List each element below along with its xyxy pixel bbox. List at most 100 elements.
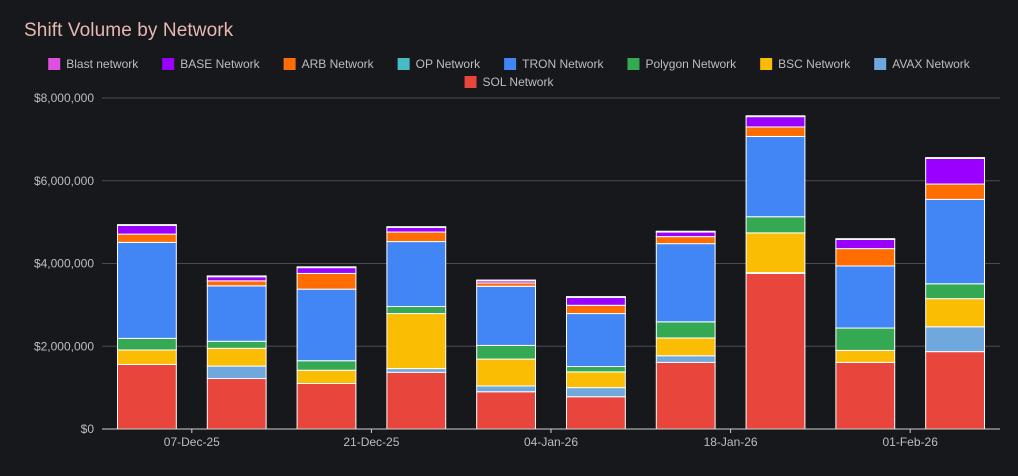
- x-tick-label: 07-Dec-25: [164, 435, 220, 449]
- bar-segment-base-network: [655, 231, 716, 238]
- bar-segment-arb-network: [116, 233, 177, 243]
- bar-segment-bsc-network: [386, 313, 447, 370]
- bar-segment-bsc-network: [296, 369, 357, 384]
- bar-segment-sol-network: [655, 361, 716, 430]
- bar-segment-arb-network: [206, 280, 267, 287]
- bar-segment-base-network: [925, 157, 986, 185]
- bar-segment-polygon-network: [565, 366, 626, 373]
- bar-segment-arb-network: [835, 248, 896, 267]
- bar-segment-tron-network: [655, 243, 716, 323]
- x-tick-label: 01-Feb-26: [883, 435, 939, 449]
- bar-segment-base-network: [745, 116, 806, 128]
- legend-swatch-polygon-network: [627, 58, 640, 70]
- bar-segment-sol-network: [745, 272, 806, 430]
- legend-swatch-base-network: [162, 58, 175, 70]
- bar-segment-avax-network: [386, 368, 447, 373]
- x-tick-label: 04-Jan-26: [524, 435, 578, 449]
- bar-segment-bsc-network: [835, 349, 896, 363]
- bar-segment-bsc-network: [925, 298, 986, 328]
- bar-segment-arb-network: [296, 272, 357, 290]
- bar-segment-blast-network: [745, 115, 806, 118]
- bar-segment-blast-network: [476, 279, 537, 282]
- bar-segment-bsc-network: [565, 371, 626, 389]
- bar-segment-arb-network: [655, 236, 716, 245]
- bar-segment-polygon-network: [655, 321, 716, 339]
- legend-label-bsc-network: BSC Network: [778, 57, 851, 71]
- bar-segment-blast-network: [116, 224, 177, 226]
- bar-segment-polygon-network: [386, 306, 447, 315]
- bar-segment-tron-network: [206, 285, 267, 342]
- bar-segment-arb-network: [565, 304, 626, 315]
- bar-segment-base-network: [116, 224, 177, 235]
- bar-segment-base-network: [835, 239, 896, 250]
- legend-label-sol-network: SOL Network: [483, 75, 555, 89]
- bar-segment-blast-network: [386, 226, 447, 229]
- legend-swatch-arb-network: [283, 58, 296, 70]
- legend-label-op-network: OP Network: [416, 57, 481, 71]
- legend-label-blast-network: Blast network: [66, 57, 139, 71]
- bar-segment-tron-network: [116, 241, 177, 339]
- bar-segment-polygon-network: [206, 340, 267, 349]
- bar-segment-sol-network: [925, 351, 986, 430]
- bar-segment-polygon-network: [925, 283, 986, 300]
- y-tick-label: $6,000,000: [34, 174, 94, 188]
- bar-segment-bsc-network: [116, 349, 177, 365]
- bar-segment-polygon-network: [116, 337, 177, 351]
- bar-segment-polygon-network: [745, 216, 806, 234]
- legend-label-tron-network: TRON Network: [522, 57, 604, 71]
- y-tick-label: $0: [81, 422, 95, 436]
- bar-segment-avax-network: [565, 387, 626, 398]
- bar-segment-blast-network: [206, 275, 267, 278]
- bar-segment-bsc-network: [655, 337, 716, 357]
- legend: Blast network BASE Network ARB Network OP N…: [48, 57, 971, 89]
- legend-swatch-tron-network: [504, 58, 517, 70]
- x-tick-label: 21-Dec-25: [343, 435, 399, 449]
- legend-swatch-op-network: [397, 58, 410, 70]
- bar-segment-sol-network: [565, 396, 626, 430]
- axes: $0 $2,000,000 $4,000,000 $6,000,000 $8,000,0…: [34, 91, 1000, 449]
- bar-segment-blast-network: [655, 230, 716, 233]
- bar-segment-base-network: [565, 296, 626, 306]
- legend-label-polygon-network: Polygon Network: [645, 57, 737, 71]
- y-tick-label: $4,000,000: [34, 257, 94, 271]
- bar-segment-avax-network: [655, 355, 716, 363]
- bar-segment-bsc-network: [476, 358, 537, 387]
- bar-segment-sol-network: [206, 378, 267, 430]
- bar-segment-blast-network: [925, 157, 986, 159]
- bar-segment-arb-network: [745, 126, 806, 137]
- bar-segment-blast-network: [565, 296, 626, 298]
- bar-segment-bsc-network: [206, 347, 267, 367]
- bar-segment-polygon-network: [296, 360, 357, 371]
- bar-segment-tron-network: [835, 265, 896, 329]
- y-tick-label: $8,000,000: [34, 91, 94, 105]
- x-tick-label: 18-Jan-26: [704, 435, 758, 449]
- legend-label-arb-network: ARB Network: [302, 57, 375, 71]
- legend-swatch-avax-network: [874, 58, 887, 70]
- bar-segment-tron-network: [745, 135, 806, 218]
- chart-title: Shift Volume by Network: [24, 20, 234, 41]
- legend-swatch-sol-network: [464, 76, 477, 88]
- legend-label-base-network: BASE Network: [180, 57, 260, 71]
- legend-swatch-blast-network: [48, 58, 61, 70]
- bar-segment-base-network: [206, 276, 267, 282]
- bar-segment-tron-network: [386, 241, 447, 308]
- legend-swatch-bsc-network: [760, 58, 773, 70]
- bars: [116, 115, 986, 430]
- bar-segment-base-network: [296, 267, 357, 274]
- bar-segment-tron-network: [476, 285, 537, 346]
- y-tick-label: $2,000,000: [34, 339, 94, 353]
- bar-segment-arb-network: [925, 183, 986, 200]
- bar-segment-sol-network: [835, 361, 896, 430]
- bar-segment-sol-network: [296, 382, 357, 430]
- bar-segment-sol-network: [116, 363, 177, 430]
- bar-segment-tron-network: [565, 313, 626, 368]
- bar-segment-polygon-network: [476, 344, 537, 360]
- bar-segment-avax-network: [925, 326, 986, 353]
- bar-segment-tron-network: [296, 288, 357, 362]
- bar-segment-blast-network: [296, 266, 357, 269]
- bar-segment-avax-network: [476, 385, 537, 393]
- bar-segment-sol-network: [476, 391, 537, 430]
- legend-label-avax-network: AVAX Network: [892, 57, 971, 71]
